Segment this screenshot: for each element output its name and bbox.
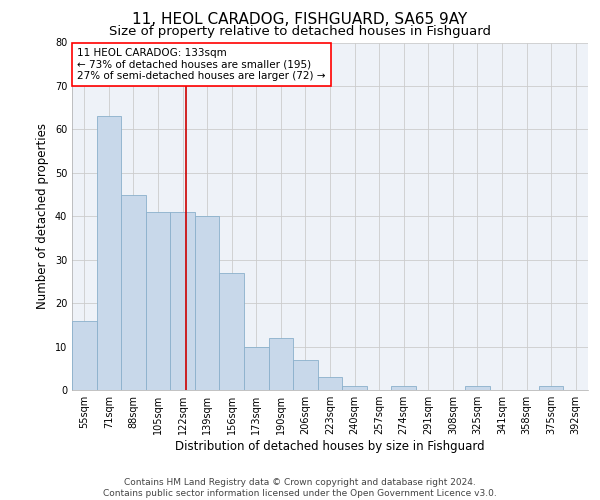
Text: 11 HEOL CARADOG: 133sqm
← 73% of detached houses are smaller (195)
27% of semi-d: 11 HEOL CARADOG: 133sqm ← 73% of detache… (77, 48, 326, 81)
Bar (391, 386, 416, 390)
Bar (121, 194, 146, 390)
Bar (318, 377, 342, 390)
Bar (539, 386, 563, 390)
Bar (342, 386, 367, 390)
Bar (146, 212, 170, 390)
Bar (465, 386, 490, 390)
Bar (244, 346, 269, 390)
Bar (72, 320, 97, 390)
Bar (269, 338, 293, 390)
Text: Contains HM Land Registry data © Crown copyright and database right 2024.
Contai: Contains HM Land Registry data © Crown c… (103, 478, 497, 498)
Text: Size of property relative to detached houses in Fishguard: Size of property relative to detached ho… (109, 25, 491, 38)
Y-axis label: Number of detached properties: Number of detached properties (36, 123, 49, 309)
Bar (170, 212, 195, 390)
X-axis label: Distribution of detached houses by size in Fishguard: Distribution of detached houses by size … (175, 440, 485, 453)
Bar (195, 216, 220, 390)
Text: 11, HEOL CARADOG, FISHGUARD, SA65 9AY: 11, HEOL CARADOG, FISHGUARD, SA65 9AY (133, 12, 467, 28)
Bar (293, 360, 318, 390)
Bar (97, 116, 121, 390)
Bar (220, 272, 244, 390)
